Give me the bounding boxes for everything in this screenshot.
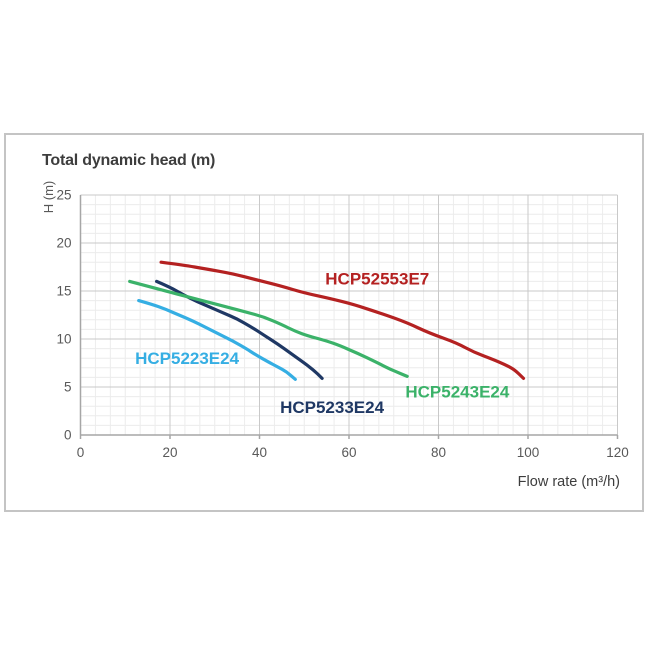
y-tick-label: 0 xyxy=(64,428,72,443)
x-tick-label: 100 xyxy=(517,445,540,460)
y-tick-label: 10 xyxy=(56,332,71,347)
y-tick-label: 20 xyxy=(56,236,71,251)
x-tick-label: 40 xyxy=(252,445,267,460)
curve-HCP52553E7 xyxy=(159,260,526,380)
curve-HCP5223E24 xyxy=(137,299,297,381)
x-tick-label: 0 xyxy=(77,445,85,460)
y-tick-label: 15 xyxy=(56,284,71,299)
x-tick-label: 80 xyxy=(431,445,446,460)
x-tick-label: 20 xyxy=(162,445,177,460)
series-label-HCP5233E24: HCP5233E24 xyxy=(280,398,385,417)
x-tick-label: 60 xyxy=(341,445,356,460)
chart-title: Total dynamic head (m) xyxy=(42,152,216,169)
series-label-HCP5243E24: HCP5243E24 xyxy=(405,383,510,402)
x-tick-label: 120 xyxy=(606,445,629,460)
y-tick-label: 25 xyxy=(56,188,71,203)
x-axis-title: Flow rate (m³/h) xyxy=(517,474,620,490)
series-label-HCP52553E7: HCP52553E7 xyxy=(325,269,429,288)
curve-HCP5243E24 xyxy=(128,279,409,378)
series-label-HCP5223E24: HCP5223E24 xyxy=(135,349,240,368)
y-tick-label: 5 xyxy=(64,380,72,395)
